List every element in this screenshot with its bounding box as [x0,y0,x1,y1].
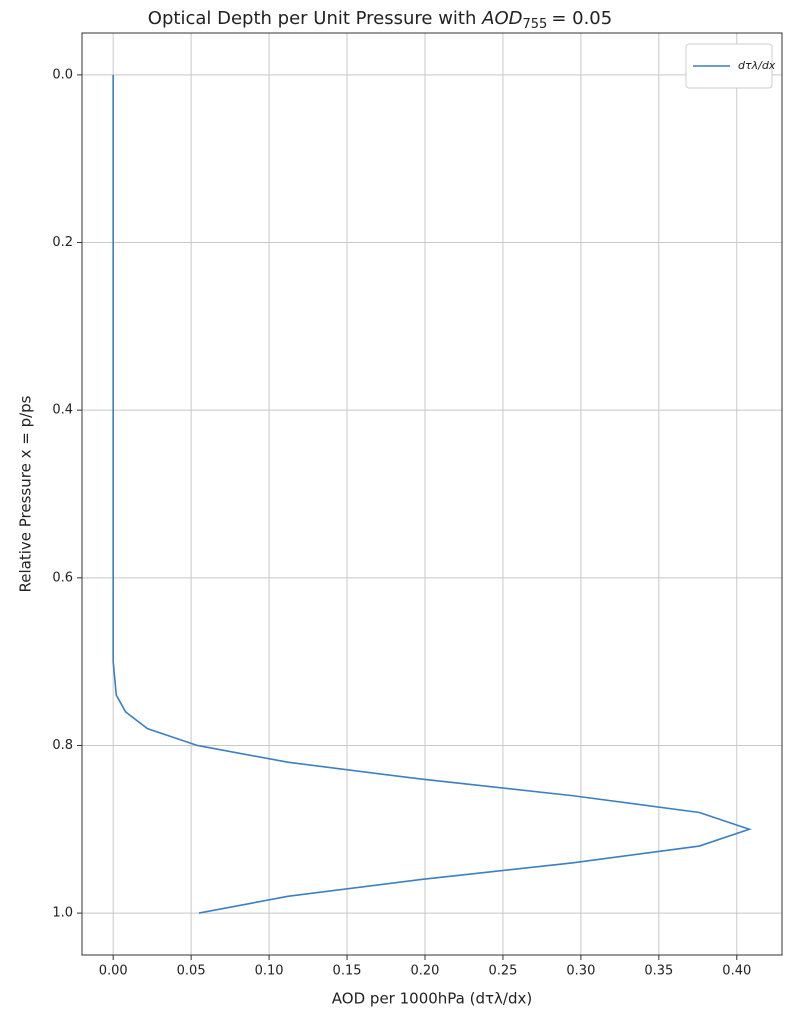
y-tick-label: 0.6 [52,570,73,585]
title-math: AOD [481,8,522,29]
x-tick-label: 0.35 [644,964,673,979]
x-tick-label: 0.30 [566,964,595,979]
y-tick-label: 1.0 [52,906,73,921]
title-text: Optical Depth per Unit Pressure with [148,8,477,29]
plot [112,74,752,914]
title-sub: 755 [522,17,547,32]
x-axis-label: AOD per 1000hPa (dτλ/dx) [332,990,532,1008]
x-tick-label: 0.10 [255,964,284,979]
data-line [112,74,752,914]
y-tick-label: 0.8 [52,738,73,753]
x-tick-label: 0.15 [333,964,362,979]
y-tick-label: 0.0 [52,67,73,82]
chart-title: Optical Depth per Unit Pressure with AOD… [148,8,612,32]
grid [82,33,782,955]
x-tick-label: 0.05 [177,964,206,979]
legend-label: dτλ/dx [738,59,776,72]
y-axis-label: Relative Pressure x = p/ps [17,395,35,592]
y-tick-label: 0.4 [52,403,73,418]
x-tick-label: 0.00 [99,964,128,979]
title-rest: = 0.05 [551,8,612,29]
plot-frame [81,32,783,956]
y-tick-label: 0.2 [52,235,73,250]
x-tick-label: 0.25 [488,964,517,979]
x-tick-label: 0.40 [722,964,751,979]
x-tick-label: 0.20 [411,964,440,979]
